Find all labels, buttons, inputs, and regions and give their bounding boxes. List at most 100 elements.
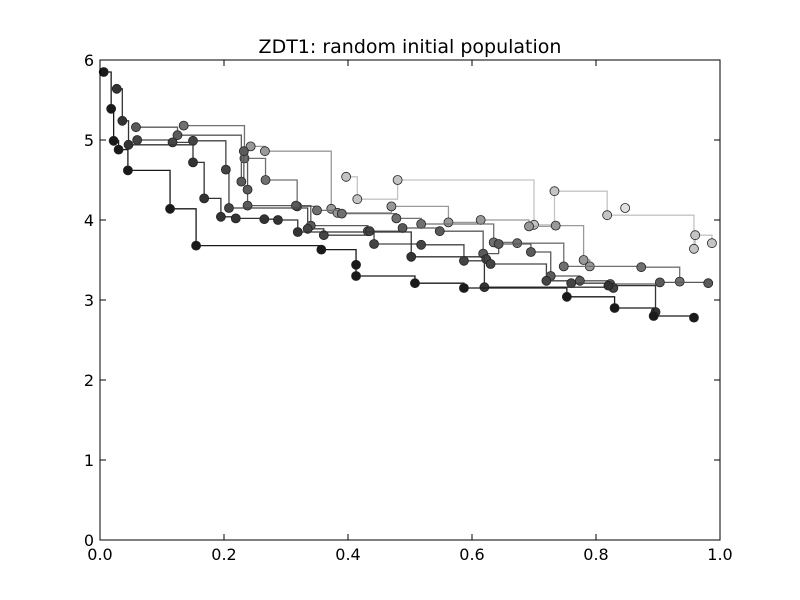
data-point xyxy=(98,67,109,77)
data-point xyxy=(123,139,134,150)
plot-frame xyxy=(99,59,721,541)
data-point xyxy=(558,261,569,272)
y-tick-label: 2 xyxy=(84,371,94,390)
series-front-5 xyxy=(178,120,685,287)
data-point xyxy=(117,115,128,126)
data-point xyxy=(165,203,175,214)
data-point xyxy=(131,122,141,133)
data-point xyxy=(291,200,301,211)
data-point xyxy=(648,311,659,321)
data-point xyxy=(113,144,124,155)
data-point xyxy=(220,164,231,175)
series-front-8 xyxy=(620,203,631,213)
x-tick-label: 0.4 xyxy=(335,545,360,564)
data-point xyxy=(602,210,613,221)
data-point xyxy=(191,240,202,251)
data-point xyxy=(236,176,247,187)
data-point xyxy=(108,135,119,146)
data-point xyxy=(224,203,234,213)
step-line xyxy=(116,88,657,312)
y-tick-label: 4 xyxy=(84,211,94,230)
series-front-7 xyxy=(341,171,717,254)
data-point xyxy=(578,255,589,265)
axes-layer: 0.0 0.2 0.4 0.6 0.8 1.0 0 1 2 3 4 5 6 xyxy=(84,51,733,564)
data-point xyxy=(336,208,347,219)
data-point xyxy=(410,278,420,289)
data-point xyxy=(273,215,283,225)
data-point xyxy=(459,283,469,293)
data-point xyxy=(352,194,363,205)
data-point xyxy=(188,135,198,146)
data-point xyxy=(167,137,178,148)
data-point xyxy=(386,201,397,212)
y-tick-label: 6 xyxy=(84,51,94,70)
data-point xyxy=(550,220,561,231)
data-point xyxy=(316,244,327,255)
data-point xyxy=(574,275,585,286)
data-point xyxy=(318,230,329,241)
data-point xyxy=(215,211,226,222)
y-tick-label: 3 xyxy=(84,291,94,310)
data-point xyxy=(654,277,665,288)
data-point xyxy=(703,278,714,289)
step-line xyxy=(183,124,681,282)
data-point xyxy=(475,215,486,225)
data-point xyxy=(526,247,536,257)
data-point xyxy=(260,175,271,185)
data-point xyxy=(485,259,496,269)
series-front-3 xyxy=(132,135,619,293)
data-point xyxy=(690,230,701,241)
data-point xyxy=(188,157,198,168)
data-point xyxy=(238,146,249,157)
data-point xyxy=(493,239,504,249)
data-point xyxy=(351,259,361,270)
data-point xyxy=(292,227,303,237)
data-point xyxy=(549,186,560,197)
data-point xyxy=(132,135,143,145)
data-point xyxy=(443,217,454,228)
series-layer xyxy=(98,67,717,323)
data-point xyxy=(603,280,614,291)
data-point xyxy=(260,146,270,157)
data-point xyxy=(123,165,133,176)
data-point xyxy=(620,203,631,213)
data-point xyxy=(707,238,717,249)
x-tick-label: 0.8 xyxy=(583,545,608,564)
step-line xyxy=(346,176,713,250)
y-tick-label: 1 xyxy=(84,451,94,470)
data-point xyxy=(416,219,427,229)
data-point xyxy=(524,221,534,232)
data-point xyxy=(609,303,620,313)
data-point xyxy=(341,171,352,182)
series-front-1 xyxy=(98,67,699,323)
y-tick-label: 0 xyxy=(84,531,94,550)
data-point xyxy=(512,238,523,249)
data-point xyxy=(674,276,685,287)
data-point xyxy=(199,193,210,204)
data-point xyxy=(561,291,572,302)
data-point xyxy=(541,275,552,286)
data-point xyxy=(106,103,117,114)
data-point xyxy=(364,226,375,237)
data-point xyxy=(242,200,253,211)
data-point xyxy=(636,262,647,273)
x-tick-label: 0.0 xyxy=(87,545,112,564)
data-point xyxy=(392,175,403,185)
data-point xyxy=(689,312,699,323)
data-point xyxy=(566,278,577,289)
data-point xyxy=(397,223,408,233)
data-point xyxy=(391,213,402,224)
data-point xyxy=(259,214,270,225)
data-point xyxy=(230,213,241,224)
chart-title: ZDT1: random initial population xyxy=(259,36,562,58)
data-point xyxy=(479,282,490,293)
data-point xyxy=(178,120,189,131)
data-point xyxy=(351,271,361,281)
data-point xyxy=(459,255,469,266)
y-tick-label: 5 xyxy=(84,131,94,150)
data-point xyxy=(312,205,322,216)
x-tick-label: 1.0 xyxy=(707,545,732,564)
data-point xyxy=(416,239,427,250)
data-point xyxy=(689,243,699,254)
